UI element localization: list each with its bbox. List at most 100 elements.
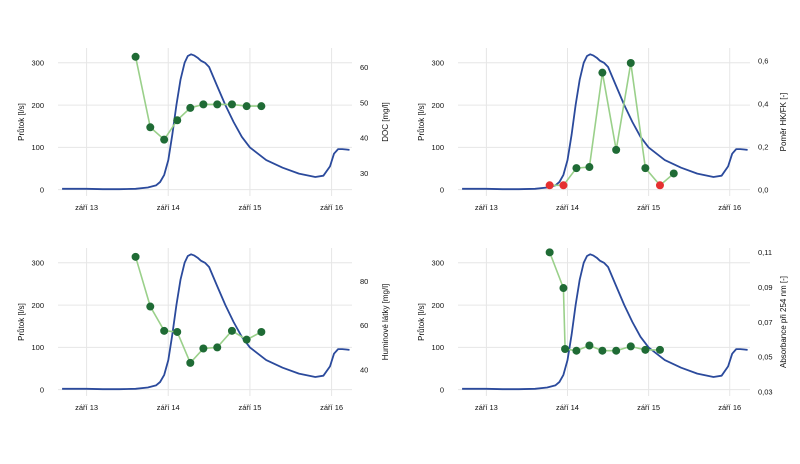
y-tick-label: 200	[431, 301, 444, 310]
sample-point	[227, 326, 236, 335]
y-axis-label: Průtok [l/s]	[17, 103, 26, 141]
y2-tick-label: 0,05	[758, 353, 773, 362]
y2-axis-label: Huminové látky [mg/l]	[381, 284, 390, 360]
sample-point	[186, 103, 195, 112]
sample-point	[242, 335, 251, 344]
y-tick-label: 200	[431, 101, 444, 110]
x-tick-label: září 15	[238, 403, 261, 412]
sample-point	[572, 164, 581, 173]
y2-tick-label: 0,03	[758, 387, 773, 396]
sample-point	[655, 181, 664, 190]
sample-series-line	[549, 62, 675, 187]
sample-point	[213, 100, 222, 109]
sample-point	[199, 344, 208, 353]
y-axis-label: Průtok [l/s]	[417, 303, 426, 341]
sample-point	[598, 346, 607, 355]
sample-point	[626, 342, 635, 351]
sample-point	[146, 302, 155, 311]
sample-point	[559, 284, 568, 293]
flow-series-line	[62, 53, 350, 191]
x-tick-label: září 13	[475, 403, 498, 412]
y-tick-label: 0	[440, 185, 444, 194]
sample-point	[173, 327, 182, 336]
y2-axis-label: DOC [mg/l]	[381, 102, 390, 142]
sample-point	[598, 68, 607, 77]
x-tick-label: září 15	[238, 203, 261, 212]
sample-point	[545, 248, 554, 257]
sample-point	[160, 326, 169, 335]
sample-point	[146, 123, 155, 132]
flow-series-line	[62, 253, 350, 391]
y2-axis-label: Absorbance při 254 nm [-]	[779, 276, 788, 368]
y2-tick-label: 0,0	[758, 185, 768, 194]
y-tick-label: 200	[31, 101, 44, 110]
chart-panel-4: září 13 září 14 září 15 září 16 0 100 200 300 0,…	[417, 248, 788, 412]
x-tick-label: září 16	[718, 403, 741, 412]
y2-tick-label: 0,2	[758, 142, 768, 151]
y2-tick-label: 60	[360, 321, 368, 330]
chart-panel-3: září 13 září 14 září 15 září 16 0 100 200 300 40…	[17, 248, 390, 412]
y-tick-label: 300	[31, 59, 44, 68]
y2-tick-label: 50	[360, 98, 368, 107]
flow-series-line	[462, 253, 748, 391]
sample-point	[585, 163, 594, 172]
sample-point	[585, 341, 594, 350]
sample-point	[669, 169, 678, 178]
y-tick-label: 300	[431, 259, 444, 268]
sample-point	[242, 102, 251, 111]
y2-tick-label: 0,09	[758, 283, 773, 292]
y-axis-label: Průtok [l/s]	[17, 303, 26, 341]
y-tick-label: 0	[40, 185, 44, 194]
sample-point	[545, 181, 554, 190]
y-axis-label: Průtok [l/s]	[417, 103, 426, 141]
sample-point	[655, 345, 664, 354]
sample-point	[227, 100, 236, 109]
sample-point	[257, 327, 266, 336]
x-tick-label: září 14	[157, 203, 180, 212]
y-tick-label: 0	[440, 385, 444, 394]
y2-tick-label: 40	[360, 134, 368, 143]
sample-point	[257, 102, 266, 111]
chart-panel-2: září 13 září 14 září 15 září 16 0 100 200 300 0,…	[417, 48, 788, 212]
x-tick-label: září 13	[475, 203, 498, 212]
y2-axis-label: Poměr HK/FK [-]	[779, 93, 788, 152]
sample-point	[612, 145, 621, 154]
x-tick-label: září 14	[157, 403, 180, 412]
sample-point	[572, 346, 581, 355]
sample-series-line	[134, 56, 262, 141]
y-tick-label: 100	[431, 343, 444, 352]
sample-point	[131, 52, 140, 61]
y2-tick-label: 0,11	[758, 248, 772, 257]
x-tick-label: září 16	[320, 203, 343, 212]
y2-tick-label: 30	[360, 169, 368, 178]
sample-point	[641, 345, 650, 354]
x-tick-label: září 15	[637, 403, 660, 412]
y-tick-label: 100	[31, 143, 44, 152]
x-tick-label: září 14	[556, 203, 579, 212]
x-tick-label: září 14	[556, 403, 579, 412]
sample-point	[559, 181, 568, 190]
sample-point	[561, 344, 570, 353]
sample-series-line	[134, 256, 262, 365]
y2-tick-label: 0,4	[758, 100, 768, 109]
sample-series-line	[548, 252, 660, 352]
x-tick-label: září 13	[75, 203, 98, 212]
y-tick-label: 100	[431, 143, 444, 152]
y-tick-label: 0	[40, 385, 44, 394]
y2-tick-label: 60	[360, 63, 368, 72]
sample-point	[131, 252, 140, 261]
y2-tick-label: 40	[360, 365, 368, 374]
sample-point	[186, 358, 195, 367]
y-tick-label: 200	[31, 301, 44, 310]
sample-point	[213, 343, 222, 352]
y-tick-label: 300	[31, 259, 44, 268]
x-tick-label: září 13	[75, 403, 98, 412]
x-tick-label: září 16	[320, 403, 343, 412]
y2-tick-label: 0,07	[758, 318, 773, 327]
sample-point	[626, 59, 635, 68]
x-tick-label: září 16	[718, 203, 741, 212]
x-tick-label: září 15	[637, 203, 660, 212]
sample-point	[173, 116, 182, 125]
